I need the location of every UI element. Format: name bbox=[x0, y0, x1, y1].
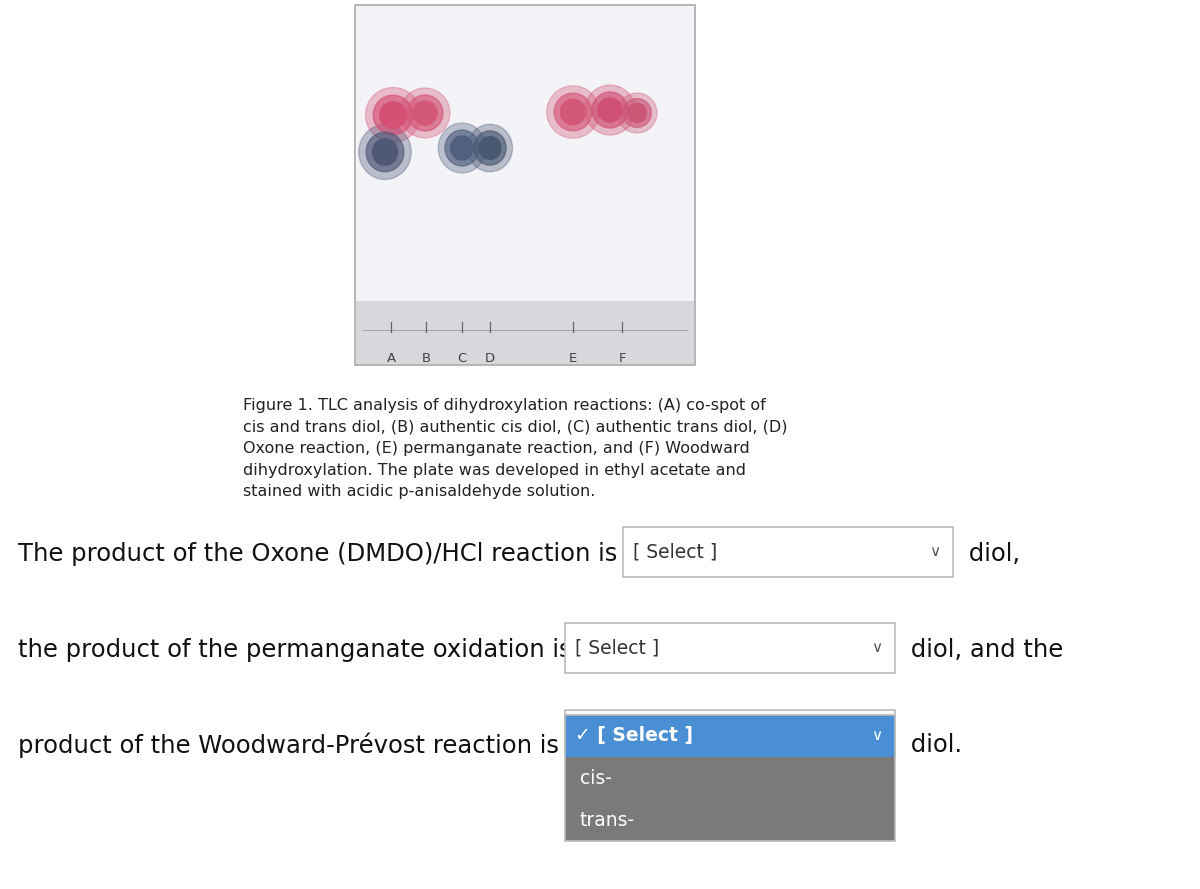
Text: ✓ [ Select ]: ✓ [ Select ] bbox=[575, 726, 694, 746]
Text: [ Select ]: [ Select ] bbox=[634, 542, 718, 562]
Text: The product of the Oxone (DMDO)/HCl reaction is the: The product of the Oxone (DMDO)/HCl reac… bbox=[18, 542, 665, 566]
Ellipse shape bbox=[560, 100, 586, 124]
Text: diol, and the: diol, and the bbox=[904, 638, 1063, 662]
Ellipse shape bbox=[445, 130, 479, 166]
FancyBboxPatch shape bbox=[565, 757, 895, 799]
Ellipse shape bbox=[372, 139, 397, 165]
Text: Figure 1. TLC analysis of dihydroxylation reactions: (A) co-spot of
cis and tran: Figure 1. TLC analysis of dihydroxylatio… bbox=[242, 398, 787, 500]
FancyBboxPatch shape bbox=[356, 6, 694, 301]
Text: diol.: diol. bbox=[904, 733, 962, 757]
Ellipse shape bbox=[474, 131, 506, 165]
Ellipse shape bbox=[628, 103, 647, 123]
Ellipse shape bbox=[438, 123, 486, 173]
Ellipse shape bbox=[413, 101, 437, 125]
Ellipse shape bbox=[359, 124, 412, 180]
Text: F: F bbox=[618, 352, 625, 365]
Ellipse shape bbox=[400, 88, 450, 138]
FancyBboxPatch shape bbox=[565, 799, 895, 841]
Ellipse shape bbox=[617, 93, 658, 133]
Ellipse shape bbox=[598, 98, 622, 122]
Text: cis-: cis- bbox=[580, 768, 612, 788]
Ellipse shape bbox=[586, 85, 635, 135]
FancyBboxPatch shape bbox=[565, 710, 895, 757]
Text: ∨: ∨ bbox=[871, 640, 882, 655]
Text: ∨: ∨ bbox=[871, 728, 882, 743]
Text: C: C bbox=[457, 352, 467, 365]
Ellipse shape bbox=[407, 95, 443, 131]
Text: [ Select ]: [ Select ] bbox=[575, 638, 659, 658]
Ellipse shape bbox=[592, 92, 628, 128]
FancyBboxPatch shape bbox=[356, 301, 694, 364]
Text: ∨: ∨ bbox=[930, 544, 941, 559]
Text: the product of the permanganate oxidation is the: the product of the permanganate oxidatio… bbox=[18, 638, 619, 662]
Ellipse shape bbox=[547, 85, 599, 139]
Text: A: A bbox=[386, 352, 396, 365]
Ellipse shape bbox=[451, 136, 473, 160]
Ellipse shape bbox=[554, 93, 592, 131]
Ellipse shape bbox=[373, 95, 413, 135]
Ellipse shape bbox=[468, 124, 512, 172]
Text: diol,: diol, bbox=[961, 542, 1020, 566]
Text: E: E bbox=[569, 352, 577, 365]
Ellipse shape bbox=[623, 99, 652, 127]
Text: D: D bbox=[485, 352, 496, 365]
FancyBboxPatch shape bbox=[355, 5, 695, 365]
Text: product of the Woodward-Prévost reaction is th: product of the Woodward-Prévost reaction… bbox=[18, 733, 592, 757]
Ellipse shape bbox=[379, 102, 407, 128]
FancyBboxPatch shape bbox=[623, 527, 953, 577]
Text: B: B bbox=[421, 352, 431, 365]
Text: trans-: trans- bbox=[580, 811, 635, 829]
FancyBboxPatch shape bbox=[565, 623, 895, 673]
Ellipse shape bbox=[366, 132, 404, 172]
FancyBboxPatch shape bbox=[565, 715, 895, 757]
Ellipse shape bbox=[479, 137, 500, 159]
Ellipse shape bbox=[366, 87, 420, 142]
